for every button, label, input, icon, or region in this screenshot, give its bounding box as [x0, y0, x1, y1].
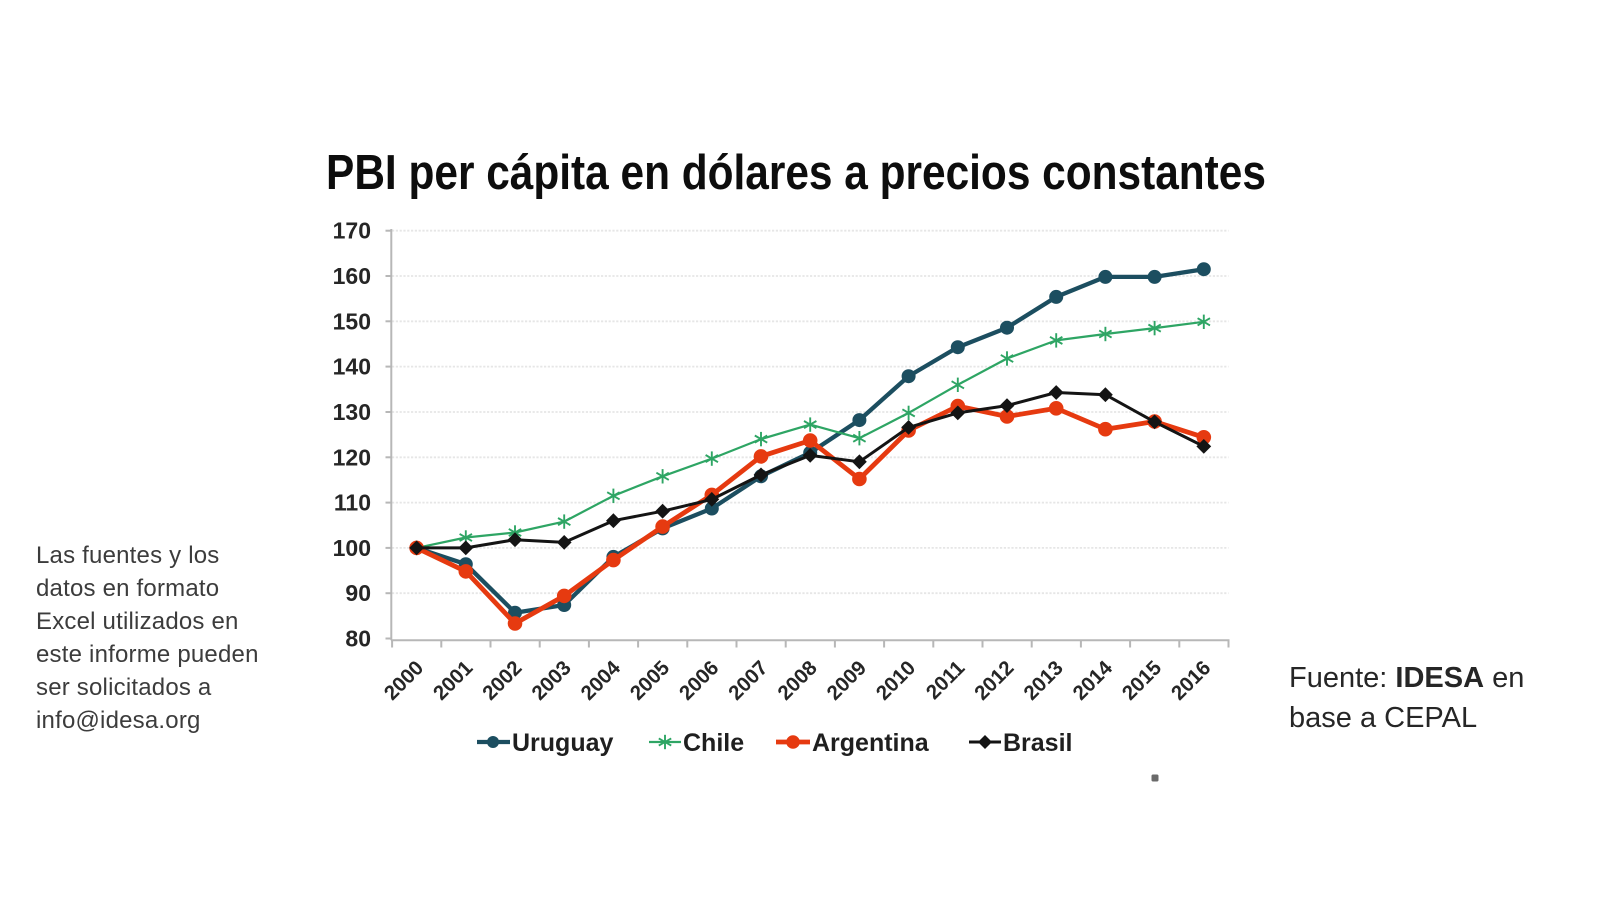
svg-text:2011: 2011	[922, 656, 970, 704]
svg-text:170: 170	[333, 218, 371, 244]
svg-text:Chile: Chile	[683, 729, 744, 757]
svg-text:140: 140	[333, 354, 371, 380]
svg-text:2016: 2016	[1167, 656, 1216, 705]
svg-text:2010: 2010	[872, 656, 921, 705]
svg-text:Uruguay: Uruguay	[512, 729, 614, 757]
svg-text:100: 100	[333, 535, 371, 561]
svg-text:2008: 2008	[773, 656, 822, 705]
svg-text:2001: 2001	[429, 656, 478, 705]
svg-text:2002: 2002	[478, 656, 527, 705]
svg-text:110: 110	[334, 490, 371, 516]
svg-text:160: 160	[333, 263, 371, 289]
svg-text:2003: 2003	[527, 656, 576, 705]
svg-text:130: 130	[333, 399, 371, 425]
svg-text:2005: 2005	[626, 656, 675, 705]
svg-text:2006: 2006	[675, 656, 724, 705]
svg-text:2012: 2012	[970, 656, 1019, 705]
svg-text:90: 90	[345, 580, 371, 606]
svg-text:2009: 2009	[822, 656, 871, 705]
svg-text:2000: 2000	[380, 656, 429, 705]
svg-text:2004: 2004	[576, 656, 625, 705]
svg-text:2013: 2013	[1019, 656, 1068, 705]
svg-text:120: 120	[333, 444, 371, 470]
svg-text:2015: 2015	[1118, 656, 1167, 705]
svg-text:2007: 2007	[724, 656, 773, 705]
svg-text:Brasil: Brasil	[1003, 729, 1072, 757]
svg-text:Argentina: Argentina	[812, 729, 930, 757]
svg-text:150: 150	[333, 308, 371, 334]
svg-text:2014: 2014	[1068, 656, 1117, 705]
svg-text:80: 80	[345, 626, 371, 652]
